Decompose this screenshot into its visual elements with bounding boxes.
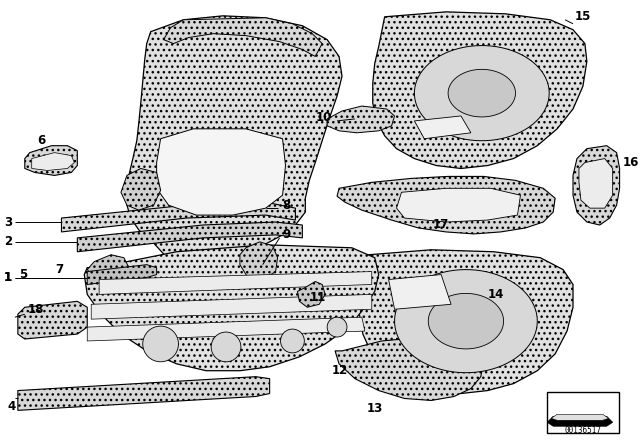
Text: 1: 1: [4, 271, 12, 284]
Polygon shape: [157, 129, 285, 215]
Polygon shape: [415, 46, 549, 141]
Polygon shape: [18, 377, 269, 410]
Polygon shape: [414, 116, 471, 139]
Text: 11: 11: [309, 291, 326, 304]
Text: 2: 2: [4, 235, 12, 248]
Polygon shape: [573, 146, 620, 225]
Polygon shape: [87, 317, 365, 341]
Text: 18: 18: [28, 303, 44, 316]
Text: 7: 7: [56, 263, 63, 276]
Text: 1: 1: [4, 271, 12, 284]
Polygon shape: [298, 281, 325, 307]
Text: 12: 12: [332, 364, 348, 377]
Polygon shape: [99, 271, 372, 294]
Polygon shape: [337, 177, 555, 234]
Polygon shape: [395, 270, 538, 373]
Polygon shape: [547, 416, 612, 426]
Polygon shape: [121, 168, 161, 210]
Polygon shape: [25, 146, 77, 176]
Polygon shape: [240, 242, 278, 280]
Polygon shape: [448, 69, 515, 117]
Polygon shape: [397, 188, 520, 222]
Polygon shape: [388, 275, 451, 309]
Text: 9: 9: [282, 228, 291, 241]
Text: 17: 17: [433, 219, 449, 232]
Polygon shape: [87, 265, 157, 284]
Text: 6: 6: [38, 134, 46, 147]
Polygon shape: [61, 202, 296, 232]
Polygon shape: [335, 337, 484, 401]
Polygon shape: [372, 12, 587, 168]
Polygon shape: [428, 293, 504, 349]
Text: 8: 8: [282, 198, 291, 211]
Polygon shape: [32, 153, 74, 171]
Polygon shape: [127, 16, 342, 299]
Text: 5: 5: [19, 268, 28, 281]
Text: 13: 13: [367, 402, 383, 415]
Circle shape: [211, 332, 241, 362]
Circle shape: [327, 317, 347, 337]
Polygon shape: [77, 222, 302, 252]
Text: 4: 4: [8, 400, 16, 413]
Polygon shape: [579, 159, 612, 208]
Polygon shape: [359, 250, 573, 393]
Polygon shape: [18, 302, 87, 339]
Circle shape: [143, 326, 179, 362]
Polygon shape: [327, 106, 394, 133]
Text: 14: 14: [488, 288, 504, 301]
Text: 3: 3: [4, 215, 12, 228]
Text: 00136517: 00136517: [564, 426, 602, 435]
Polygon shape: [92, 294, 372, 319]
Polygon shape: [84, 245, 379, 371]
Text: 16: 16: [623, 156, 639, 169]
Polygon shape: [551, 414, 609, 420]
Polygon shape: [164, 18, 322, 56]
Text: 10: 10: [316, 112, 332, 125]
Circle shape: [280, 329, 305, 353]
Polygon shape: [87, 255, 129, 281]
Text: 15: 15: [575, 10, 591, 23]
Bar: [547, 392, 619, 433]
